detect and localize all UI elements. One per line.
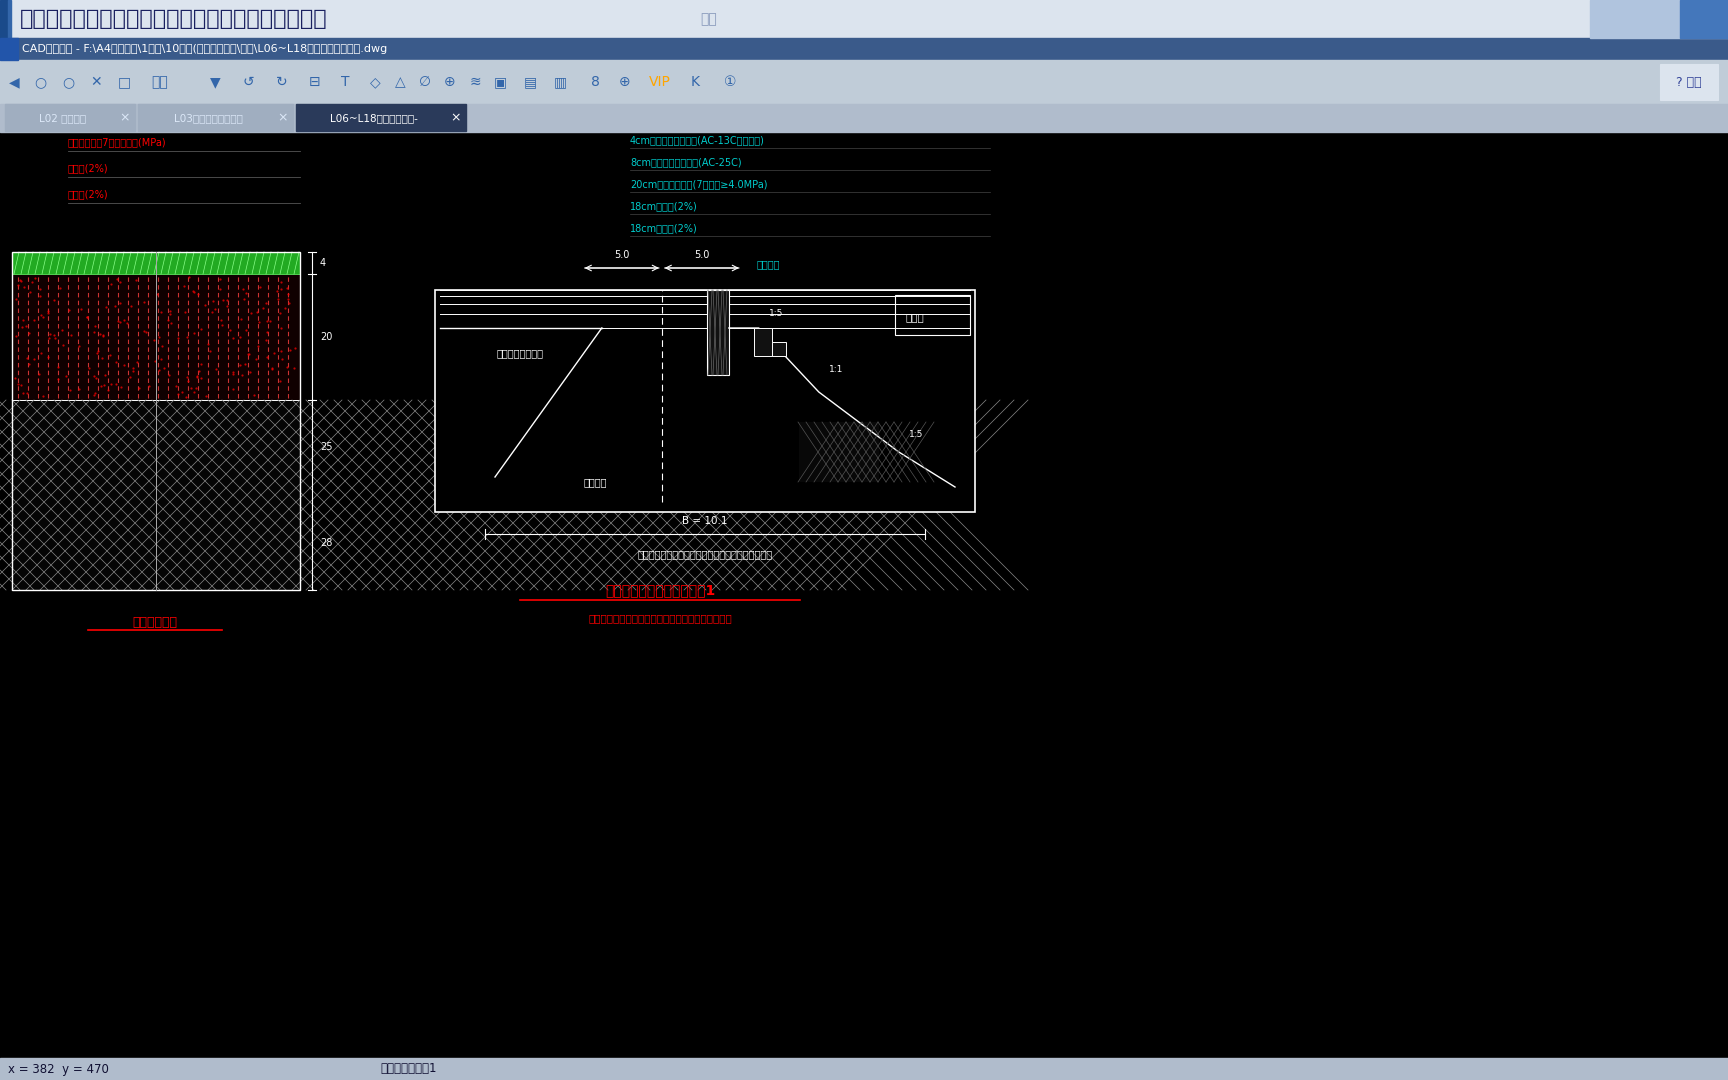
Text: ▤: ▤ bbox=[524, 75, 537, 89]
Bar bbox=[798, 422, 880, 482]
Text: 图中注明尺寸单位为毫米，其余为厘米或未注明单位: 图中注明尺寸单位为毫米，其余为厘米或未注明单位 bbox=[588, 613, 733, 623]
Bar bbox=[1680, 0, 1728, 38]
Text: L02 纵断面图: L02 纵断面图 bbox=[40, 113, 86, 123]
Text: ○: ○ bbox=[62, 75, 74, 89]
Bar bbox=[0, 0, 9, 38]
Bar bbox=[895, 295, 969, 335]
Text: 课堂: 课堂 bbox=[700, 12, 717, 26]
Text: 20cm水泥稳定碎石(7天强度≥4.0MPa): 20cm水泥稳定碎石(7天强度≥4.0MPa) bbox=[631, 179, 767, 189]
Text: 新建道路标准路面结构层图1: 新建道路标准路面结构层图1 bbox=[605, 583, 715, 597]
Text: ⊕: ⊕ bbox=[444, 75, 456, 89]
Text: B = 10.1: B = 10.1 bbox=[683, 516, 727, 526]
Bar bbox=[12, 252, 301, 274]
Text: 路基范围: 路基范围 bbox=[584, 477, 607, 487]
Text: ×: × bbox=[119, 111, 130, 124]
Text: x = 382  y = 470: x = 382 y = 470 bbox=[9, 1063, 109, 1076]
Text: 18cm石灰土(2%): 18cm石灰土(2%) bbox=[631, 201, 698, 211]
Text: ○: ○ bbox=[35, 75, 47, 89]
Text: 石灰土(2%): 石灰土(2%) bbox=[67, 189, 109, 199]
Text: 28: 28 bbox=[320, 538, 332, 548]
Text: 25: 25 bbox=[320, 443, 332, 453]
Text: 4cm细粒式沥青混凝土(AC-13C，粘层油): 4cm细粒式沥青混凝土(AC-13C，粘层油) bbox=[631, 135, 766, 145]
Text: ×: × bbox=[451, 111, 461, 124]
Bar bbox=[0, 60, 1728, 104]
Text: ▥: ▥ bbox=[553, 75, 567, 89]
Bar bbox=[0, 104, 1728, 132]
Bar bbox=[707, 291, 729, 375]
Text: 4: 4 bbox=[320, 258, 327, 268]
Text: 8: 8 bbox=[591, 75, 600, 89]
Bar bbox=[435, 291, 975, 512]
Bar bbox=[0, 1058, 1728, 1080]
Text: ◀: ◀ bbox=[9, 75, 19, 89]
Text: 道路路面结构: 道路路面结构 bbox=[133, 616, 178, 629]
Text: 5.0: 5.0 bbox=[695, 249, 710, 260]
Text: L03道路横断面方案图: L03道路横断面方案图 bbox=[175, 113, 244, 123]
Bar bbox=[9, 0, 10, 38]
Bar bbox=[772, 342, 786, 356]
Text: 石灰土(2%): 石灰土(2%) bbox=[67, 163, 109, 173]
Text: 当前标注比例：1: 当前标注比例：1 bbox=[380, 1063, 437, 1076]
Text: 模型: 模型 bbox=[152, 75, 168, 89]
Bar bbox=[5, 104, 135, 131]
Text: 水泥稳定碎石7天龄期强度(MPa): 水泥稳定碎石7天龄期强度(MPa) bbox=[67, 137, 166, 147]
Bar bbox=[0, 38, 1728, 60]
Text: 1:1: 1:1 bbox=[829, 365, 843, 374]
Bar bbox=[295, 104, 467, 131]
Text: ▣: ▣ bbox=[494, 75, 506, 89]
Bar bbox=[0, 38, 17, 60]
Bar bbox=[12, 252, 301, 590]
Bar bbox=[138, 104, 294, 131]
Text: △: △ bbox=[394, 75, 406, 89]
Bar bbox=[0, 0, 1728, 38]
Text: ∅: ∅ bbox=[418, 75, 430, 89]
Text: 双坡排水: 双坡排水 bbox=[757, 259, 781, 269]
Bar bbox=[1661, 64, 1718, 100]
Text: ▼: ▼ bbox=[209, 75, 219, 89]
Text: 道路横断面土方图: 道路横断面土方图 bbox=[496, 348, 544, 357]
Text: ? 帮助: ? 帮助 bbox=[1676, 76, 1702, 89]
Text: ×: × bbox=[278, 111, 289, 124]
Text: ⊕: ⊕ bbox=[619, 75, 631, 89]
Bar bbox=[0, 132, 1728, 1058]
Text: 绿化带: 绿化带 bbox=[905, 312, 924, 322]
Text: 1:5: 1:5 bbox=[769, 309, 783, 318]
Text: 1:5: 1:5 bbox=[909, 430, 923, 438]
Text: ①: ① bbox=[724, 75, 736, 89]
Text: CAD快速看图 - F:\A4培训相关\1面接\10道路(电场东路以东\道路\L06~L18路面结构图等杂图.dwg: CAD快速看图 - F:\A4培训相关\1面接\10道路(电场东路以东\道路\L… bbox=[22, 44, 387, 54]
Bar bbox=[1590, 0, 1728, 38]
Bar bbox=[12, 400, 301, 590]
Text: ≋: ≋ bbox=[470, 75, 480, 89]
Text: ✕: ✕ bbox=[90, 75, 102, 89]
Text: ◇: ◇ bbox=[370, 75, 380, 89]
Text: 8cm粗粒式沥青混凝土(AC-25C): 8cm粗粒式沥青混凝土(AC-25C) bbox=[631, 157, 741, 167]
Text: 5.0: 5.0 bbox=[613, 249, 629, 260]
Text: 道路路基标准横断面填方路基范围及挡墙位置示意图: 道路路基标准横断面填方路基范围及挡墙位置示意图 bbox=[638, 549, 772, 559]
Text: □: □ bbox=[118, 75, 131, 89]
Text: ↻: ↻ bbox=[276, 75, 289, 89]
Text: ↺: ↺ bbox=[242, 75, 254, 89]
Text: ⊟: ⊟ bbox=[309, 75, 321, 89]
Text: 道路工程及通用项目定额讲解、施工工序介绍及识图: 道路工程及通用项目定额讲解、施工工序介绍及识图 bbox=[21, 9, 328, 29]
Bar bbox=[753, 328, 772, 356]
Text: 18cm石灰土(2%): 18cm石灰土(2%) bbox=[631, 222, 698, 233]
Text: 20: 20 bbox=[320, 332, 332, 342]
Text: L06~L18路面结构图等-: L06~L18路面结构图等- bbox=[330, 113, 418, 123]
Bar bbox=[12, 274, 301, 400]
Text: VIP: VIP bbox=[650, 75, 670, 89]
Text: T: T bbox=[340, 75, 349, 89]
Text: K: K bbox=[691, 75, 700, 89]
